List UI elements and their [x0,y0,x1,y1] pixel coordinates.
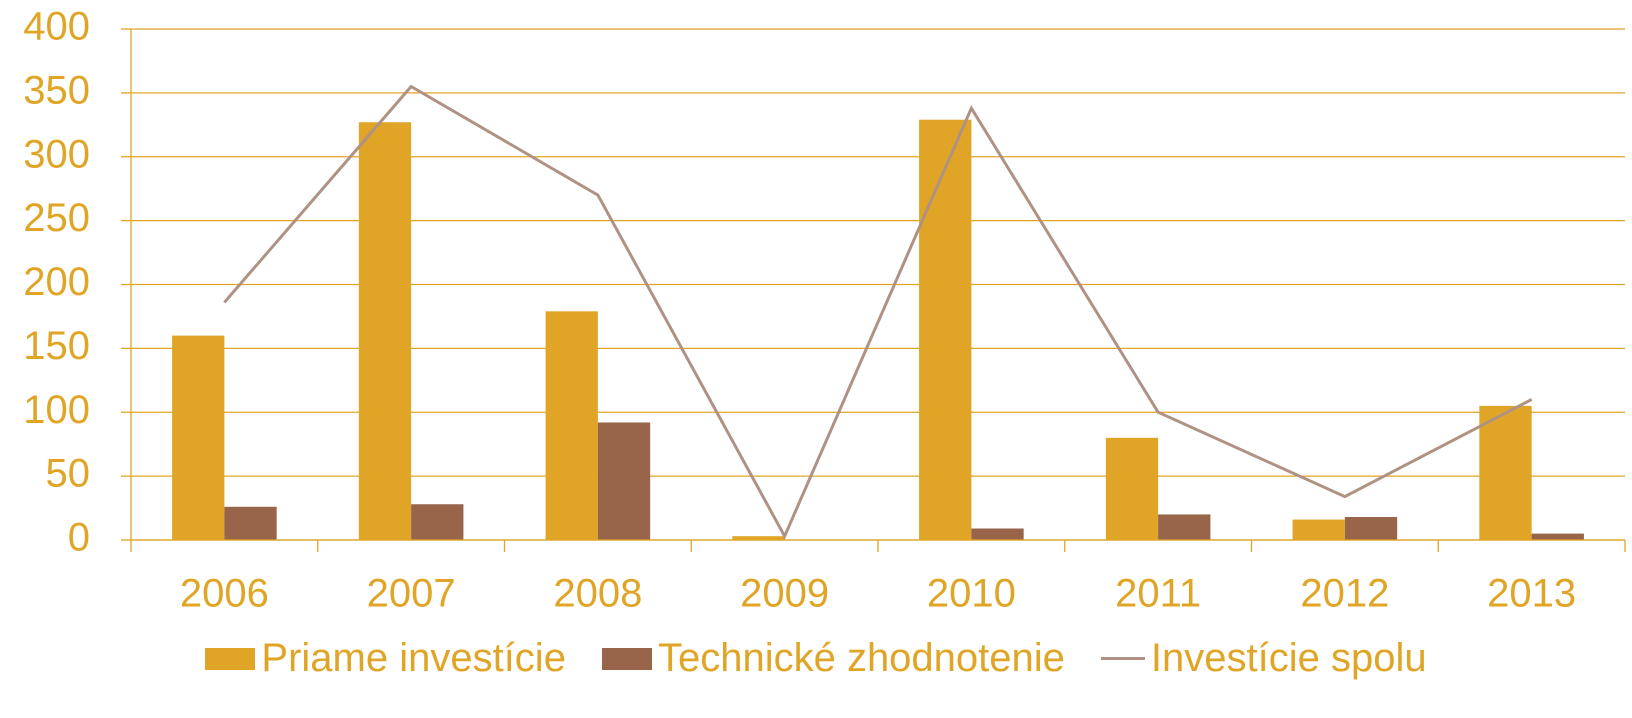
legend: Priame investície Technické zhodnotenie In… [0,636,1632,681]
legend-item: Investície spolu [1100,636,1427,681]
x-tick-label: 2012 [1300,572,1389,616]
legend-label: Investície spolu [1150,636,1427,680]
legend-item: Priame investície [205,636,566,681]
bar [411,504,464,540]
bar [971,528,1024,540]
legend-swatch [601,647,652,670]
legend-label: Technické zhodnotenie [657,636,1065,680]
bar [1344,517,1398,540]
legend-swatch [205,647,256,670]
bar [358,122,412,540]
y-tick-label: 200 [23,260,90,304]
x-tick-label: 2010 [927,572,1016,616]
bar [1105,437,1159,540]
x-tick-label: 2011 [1115,572,1201,616]
x-tick-label: 2013 [1487,572,1576,616]
bar [1158,514,1211,540]
bar [1531,533,1584,540]
legend-item: Technické zhodnotenie [601,636,1065,681]
bar [172,335,225,540]
x-tick-label: 2008 [553,572,642,616]
y-tick-label: 400 [23,5,90,49]
legend-label: Priame investície [261,636,566,680]
bar [919,119,972,540]
bar [1479,405,1532,540]
y-tick-label: 350 [23,68,90,112]
bar [732,536,785,540]
y-tick-label: 50 [46,452,91,496]
bar [597,422,651,540]
x-tick-label: 2006 [180,572,269,616]
chart: 0 50 100 150 200 250 300 350 400 2006 2007 2008 2009… [23,5,1626,616]
legend-swatch [1100,657,1145,660]
x-tick-label: 2009 [740,572,829,616]
bar [1292,519,1345,540]
y-tick-label: 0 [68,516,90,560]
y-tick-label: 150 [23,324,90,368]
y-tick-label: 100 [23,388,90,432]
bar [224,506,277,540]
x-tick-label: 2007 [367,572,456,616]
line [223,84,1533,540]
y-tick-label: 250 [23,196,90,240]
y-tick-label: 300 [23,132,90,176]
bar [545,311,598,540]
